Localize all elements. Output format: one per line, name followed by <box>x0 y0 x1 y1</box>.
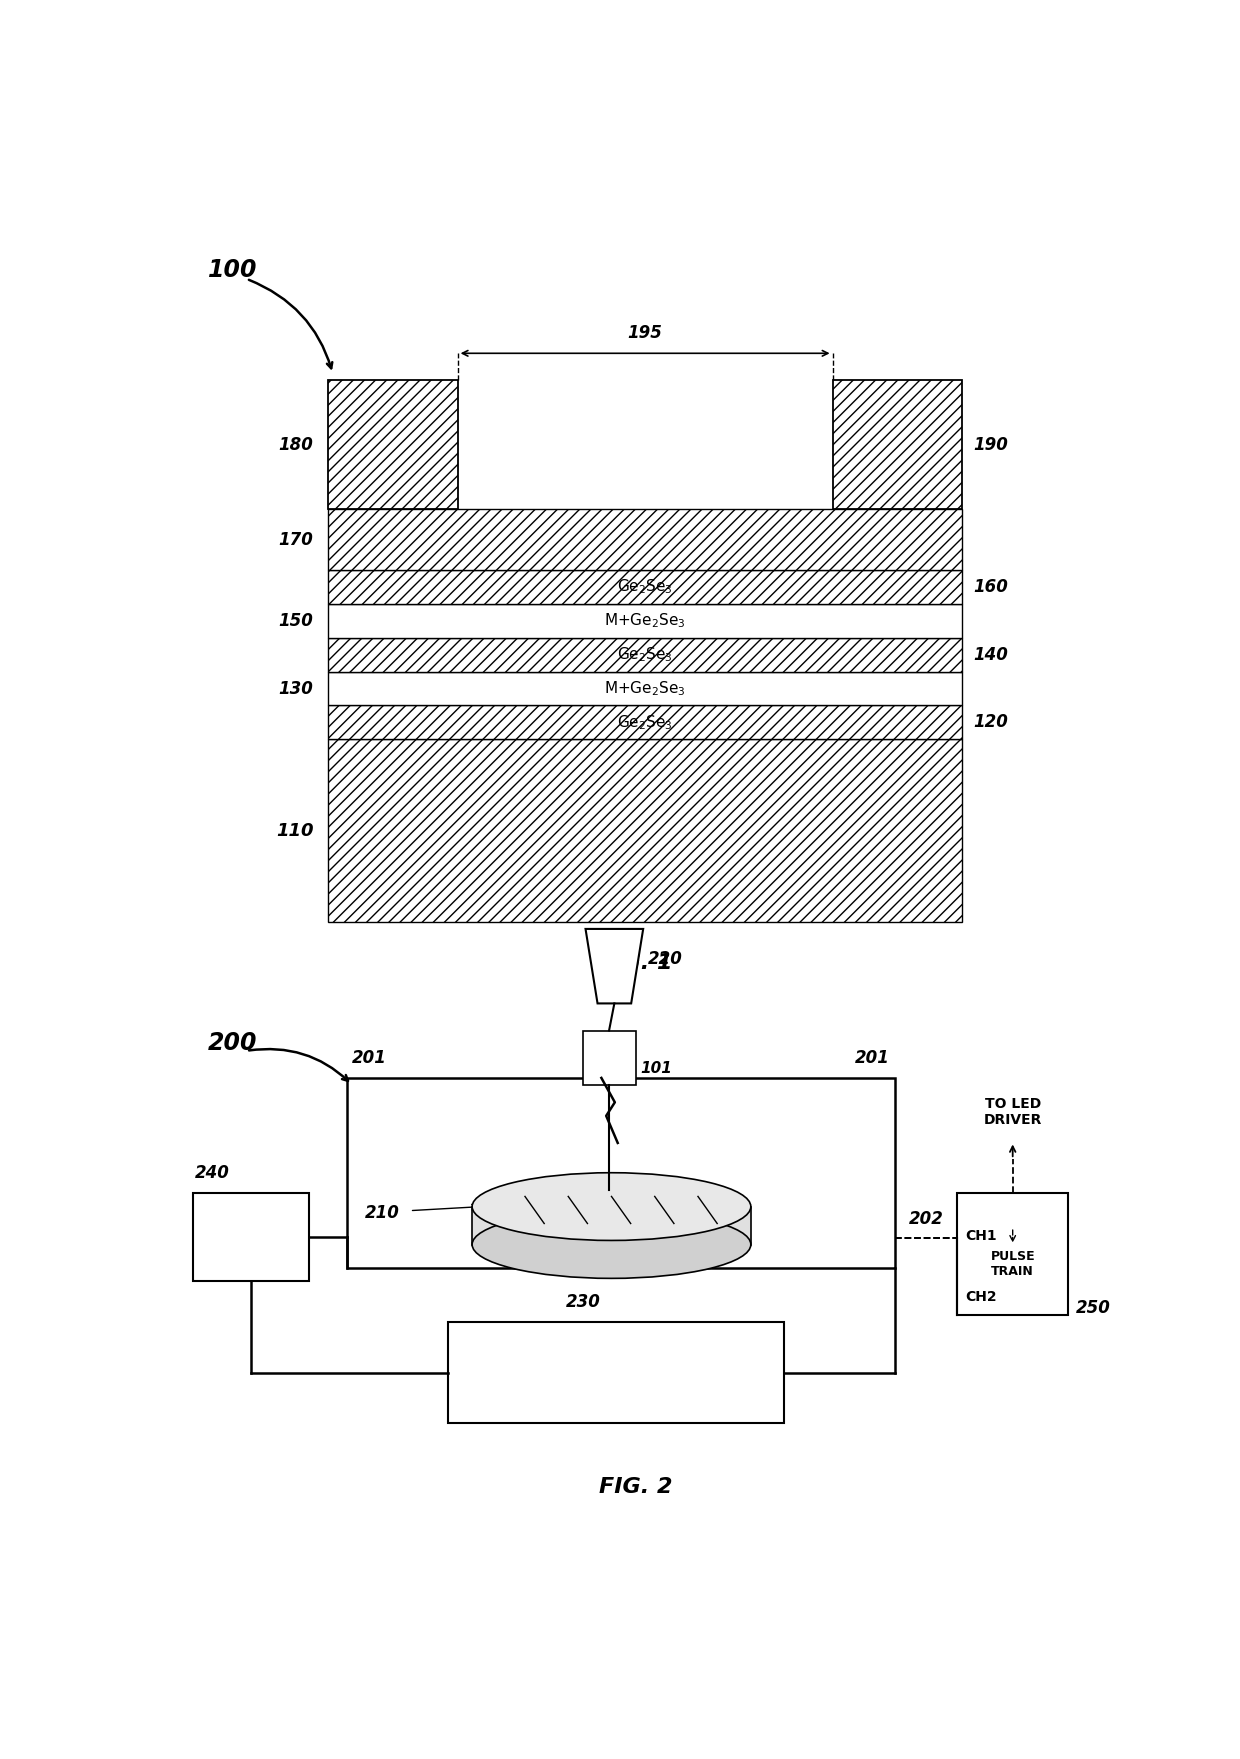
Bar <box>583 1031 635 1085</box>
Polygon shape <box>585 929 644 1003</box>
Bar <box>327 508 962 570</box>
Bar <box>327 380 458 508</box>
Text: 250: 250 <box>1075 1300 1111 1317</box>
Text: 140: 140 <box>973 646 1008 663</box>
Bar <box>832 380 962 508</box>
Text: CH2: CH2 <box>965 1289 997 1303</box>
Text: 110: 110 <box>277 821 314 839</box>
Text: Ge$_2$Se$_3$: Ge$_2$Se$_3$ <box>618 646 673 663</box>
Bar <box>472 1207 750 1245</box>
Text: TO LED
DRIVER: TO LED DRIVER <box>983 1096 1042 1128</box>
Text: 100: 100 <box>640 1186 672 1201</box>
Bar <box>327 739 962 922</box>
Text: 130: 130 <box>279 679 314 698</box>
Text: 201: 201 <box>352 1048 387 1068</box>
Bar <box>347 1078 895 1268</box>
Text: CH1: CH1 <box>965 1230 997 1242</box>
Text: 201: 201 <box>856 1048 890 1068</box>
Bar <box>327 570 962 603</box>
Text: 101: 101 <box>640 1061 672 1077</box>
Text: 200: 200 <box>208 1031 258 1054</box>
Text: 240: 240 <box>196 1164 231 1182</box>
Text: 180: 180 <box>279 436 314 454</box>
Text: 202: 202 <box>909 1210 944 1228</box>
Bar <box>327 672 962 705</box>
Bar <box>957 1193 1068 1316</box>
Text: 190: 190 <box>973 436 1008 454</box>
Text: 150: 150 <box>279 612 314 630</box>
Text: PULSE
TRAIN: PULSE TRAIN <box>991 1249 1035 1277</box>
Text: 120: 120 <box>973 714 1008 732</box>
Bar <box>327 603 962 639</box>
Text: M+Ge$_2$Se$_3$: M+Ge$_2$Se$_3$ <box>604 679 686 698</box>
Text: M+Ge$_2$Se$_3$: M+Ge$_2$Se$_3$ <box>604 612 686 630</box>
Text: 100: 100 <box>208 259 258 283</box>
Bar <box>448 1321 785 1423</box>
Bar <box>327 639 962 672</box>
Text: 160: 160 <box>973 579 1008 596</box>
Text: FIG. 1: FIG. 1 <box>599 953 672 973</box>
Text: FIG. 2: FIG. 2 <box>599 1478 672 1497</box>
Text: Ge$_2$Se$_3$: Ge$_2$Se$_3$ <box>618 577 673 596</box>
Text: Ge$_2$Se$_3$: Ge$_2$Se$_3$ <box>618 712 673 732</box>
Ellipse shape <box>472 1173 750 1240</box>
Text: 170: 170 <box>279 531 314 549</box>
Ellipse shape <box>472 1210 750 1279</box>
Bar <box>193 1193 309 1281</box>
Text: 210: 210 <box>365 1205 401 1223</box>
Text: 220: 220 <box>649 950 683 967</box>
Bar <box>327 705 962 739</box>
Text: 195: 195 <box>627 324 662 343</box>
Text: 230: 230 <box>565 1293 600 1310</box>
